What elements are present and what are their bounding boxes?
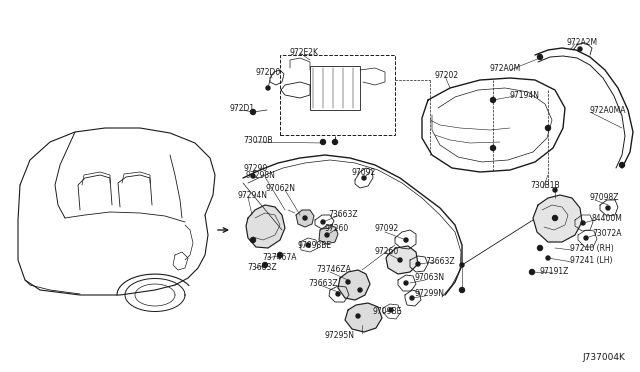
Circle shape	[538, 246, 543, 250]
Circle shape	[262, 263, 268, 267]
Circle shape	[410, 296, 414, 300]
Circle shape	[581, 221, 585, 225]
Circle shape	[251, 174, 255, 178]
Text: 9709BE: 9709BE	[373, 308, 403, 317]
Circle shape	[321, 140, 326, 144]
Circle shape	[606, 206, 610, 210]
Circle shape	[303, 216, 307, 220]
Circle shape	[416, 262, 420, 266]
Circle shape	[404, 238, 408, 242]
Circle shape	[250, 237, 255, 243]
Text: 97290: 97290	[243, 164, 268, 173]
Circle shape	[398, 258, 402, 262]
Text: 73746ZA: 73746ZA	[316, 266, 351, 275]
Text: 73070B: 73070B	[243, 135, 273, 144]
Circle shape	[389, 308, 393, 312]
Text: 97298N: 97298N	[246, 170, 276, 180]
Circle shape	[336, 292, 340, 296]
Circle shape	[578, 47, 582, 51]
Text: 972A0MA: 972A0MA	[590, 106, 627, 115]
Polygon shape	[345, 303, 382, 332]
Polygon shape	[386, 246, 418, 274]
Circle shape	[358, 288, 362, 292]
Circle shape	[490, 145, 495, 151]
Circle shape	[356, 314, 360, 318]
Circle shape	[546, 256, 550, 260]
Circle shape	[460, 288, 465, 292]
Text: 97194N: 97194N	[510, 90, 540, 99]
Bar	[280, 55, 395, 135]
Text: 97191Z: 97191Z	[540, 267, 570, 276]
Polygon shape	[246, 205, 285, 248]
Circle shape	[529, 269, 534, 275]
Text: 97063N: 97063N	[415, 273, 445, 282]
Circle shape	[346, 280, 350, 284]
Circle shape	[620, 163, 625, 167]
Text: 84400M: 84400M	[592, 214, 623, 222]
Text: 97098Z: 97098Z	[590, 192, 620, 202]
Circle shape	[266, 86, 270, 90]
Circle shape	[321, 220, 325, 224]
Text: 97092: 97092	[352, 167, 376, 176]
Text: 737467A: 737467A	[262, 253, 296, 263]
Circle shape	[362, 176, 366, 180]
Text: 972D0: 972D0	[255, 67, 280, 77]
Text: 73663Z: 73663Z	[308, 279, 338, 288]
Text: 73663Z: 73663Z	[328, 209, 358, 218]
Text: 97295N: 97295N	[325, 330, 355, 340]
Polygon shape	[319, 225, 338, 244]
Polygon shape	[296, 210, 314, 227]
Circle shape	[250, 109, 255, 115]
Circle shape	[325, 233, 329, 237]
Circle shape	[490, 97, 495, 103]
Text: 97062N: 97062N	[266, 183, 296, 192]
Circle shape	[306, 243, 310, 247]
Text: 97098BE: 97098BE	[298, 241, 332, 250]
Text: 972A0M: 972A0M	[490, 64, 521, 73]
Text: 73072A: 73072A	[592, 228, 621, 237]
Text: 97241 (LH): 97241 (LH)	[570, 256, 612, 264]
Circle shape	[538, 55, 543, 60]
Text: 97294N: 97294N	[238, 190, 268, 199]
Circle shape	[278, 253, 282, 257]
Circle shape	[545, 125, 550, 131]
Circle shape	[333, 140, 337, 144]
Circle shape	[552, 215, 557, 221]
Circle shape	[553, 188, 557, 192]
Text: 97202: 97202	[435, 71, 459, 80]
Text: 97240 (RH): 97240 (RH)	[570, 244, 614, 253]
Bar	[310, 66, 360, 110]
Circle shape	[460, 263, 464, 267]
Text: 730B1B: 730B1B	[530, 180, 559, 189]
Polygon shape	[338, 270, 370, 300]
Text: 97299N: 97299N	[415, 289, 445, 298]
Polygon shape	[533, 195, 582, 242]
Text: 97260: 97260	[375, 247, 399, 257]
Circle shape	[404, 281, 408, 285]
Text: 972A2M: 972A2M	[567, 38, 598, 46]
Text: 97260: 97260	[325, 224, 349, 232]
Text: 73663Z: 73663Z	[247, 263, 276, 273]
Text: J737004K: J737004K	[582, 353, 625, 362]
Text: 73663Z: 73663Z	[425, 257, 454, 266]
Text: 97092: 97092	[375, 224, 399, 232]
Circle shape	[584, 236, 588, 240]
Text: 972D1: 972D1	[230, 103, 255, 112]
Text: 972E2K: 972E2K	[290, 48, 319, 57]
